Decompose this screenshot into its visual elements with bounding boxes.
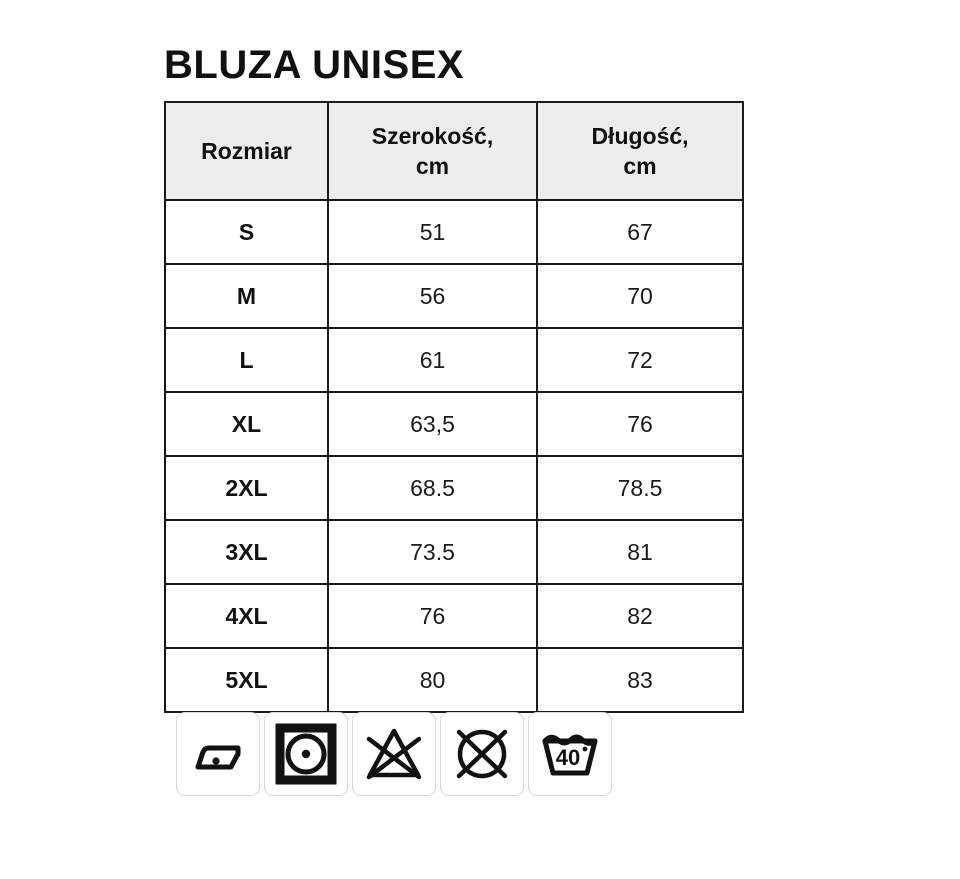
cell-size: 5XL	[164, 647, 329, 713]
table-row: S 51 67	[164, 199, 744, 265]
cell-length: 76	[536, 391, 744, 457]
cell-size: L	[164, 327, 329, 393]
column-header-width: Szerokość, cm	[327, 101, 538, 201]
cell-width: 63,5	[327, 391, 538, 457]
cell-length: 72	[536, 327, 744, 393]
do-not-dry-clean-icon	[440, 712, 524, 796]
cell-width: 56	[327, 263, 538, 329]
column-header-width-unit: cm	[415, 153, 450, 179]
column-header-width-label: Szerokość,	[371, 123, 494, 149]
do-not-bleach-icon	[352, 712, 436, 796]
tumble-dry-icon	[264, 712, 348, 796]
cell-length: 78.5	[536, 455, 744, 521]
column-header-length: Długość, cm	[536, 101, 744, 201]
cell-size: 3XL	[164, 519, 329, 585]
cell-length: 82	[536, 583, 744, 649]
table-row: 4XL 76 82	[164, 583, 744, 649]
wash-temperature-label: 40	[556, 745, 580, 770]
cell-width: 51	[327, 199, 538, 265]
cell-size: XL	[164, 391, 329, 457]
cell-size: 2XL	[164, 455, 329, 521]
table-body: S 51 67 M 56 70 L 61 72 XL 63,5 76 2XL 6	[164, 199, 744, 713]
cell-length: 83	[536, 647, 744, 713]
table-row: M 56 70	[164, 263, 744, 329]
cell-size: 4XL	[164, 583, 329, 649]
table-header-row: Rozmiar Szerokość, cm Długość, cm	[164, 101, 744, 201]
column-header-size-label: Rozmiar	[201, 138, 292, 164]
cell-width: 73.5	[327, 519, 538, 585]
table-row: 3XL 73.5 81	[164, 519, 744, 585]
iron-low-temperature-icon	[176, 712, 260, 796]
column-header-length-unit: cm	[623, 153, 657, 179]
care-instructions-row: 40	[176, 712, 612, 796]
cell-size: S	[164, 199, 329, 265]
wash-40-icon: 40	[528, 712, 612, 796]
table-row: 5XL 80 83	[164, 647, 744, 713]
table-row: 2XL 68.5 78.5	[164, 455, 744, 521]
column-header-length-label: Długość,	[591, 123, 689, 149]
cell-length: 81	[536, 519, 744, 585]
cell-width: 76	[327, 583, 538, 649]
cell-width: 80	[327, 647, 538, 713]
table-row: L 61 72	[164, 327, 744, 393]
table-header: Rozmiar Szerokość, cm Długość, cm	[164, 101, 744, 201]
cell-length: 67	[536, 199, 744, 265]
column-header-size: Rozmiar	[164, 101, 329, 201]
page-title: BLUZA UNISEX	[164, 43, 465, 87]
size-table: Rozmiar Szerokość, cm Długość, cm S 51 6…	[164, 101, 744, 713]
cell-length: 70	[536, 263, 744, 329]
cell-size: M	[164, 263, 329, 329]
cell-width: 68.5	[327, 455, 538, 521]
cell-width: 61	[327, 327, 538, 393]
table-row: XL 63,5 76	[164, 391, 744, 457]
